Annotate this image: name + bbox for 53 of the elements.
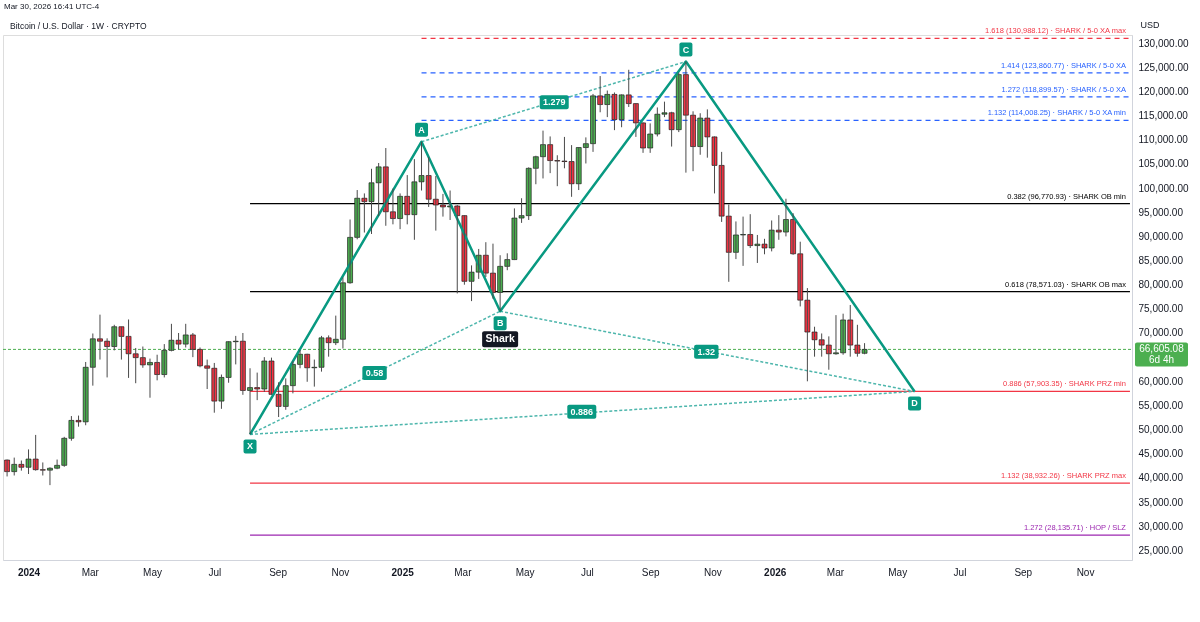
x-tick-label: Mar (81, 566, 100, 578)
y-tick-label: 90,000.00 (1138, 230, 1184, 242)
x-tick-label: Jul (208, 566, 222, 578)
y-tick-label: 25,000.00 (1138, 544, 1184, 556)
annotation: B (496, 318, 504, 329)
annotation: 1.32 (697, 346, 716, 357)
chart-title: Bitcoin / U.S. Dollar · 1W · CRYPTO (10, 21, 148, 31)
y-tick-label: 80,000.00 (1138, 279, 1184, 291)
y-tick-label: 125,000.00 (1138, 61, 1189, 73)
y-tick-label: 115,000.00 (1138, 110, 1189, 122)
annotation: A (418, 124, 426, 135)
x-tick-label: Sep (1014, 566, 1033, 578)
y-tick-label: 75,000.00 (1138, 303, 1184, 315)
x-tick-label: May (888, 566, 908, 578)
x-tick-label: Nov (704, 566, 722, 578)
x-tick-label: Nov (1076, 566, 1095, 578)
y-tick-label: 45,000.00 (1138, 448, 1184, 460)
annotation: X (247, 441, 254, 452)
y-tick-label: 55,000.00 (1138, 399, 1184, 411)
x-tick-label: Nov (331, 566, 350, 578)
x-tick-label: Jul (581, 566, 594, 578)
x-tick-label: May (515, 566, 535, 578)
annotation: 0.58 (365, 368, 384, 379)
y-tick-label: 105,000.00 (1138, 158, 1189, 170)
text: Mar 30, 2026 16:41 UTC-4 (4, 2, 100, 11)
y-tick-label: 30,000.00 (1138, 520, 1184, 532)
y-tick-label: 110,000.00 (1138, 134, 1189, 146)
annotation: C (682, 44, 690, 55)
y-tick-label: 130,000.00 (1138, 37, 1189, 49)
annotation: 0.886 (570, 406, 594, 417)
x-tick-label: Sep (641, 566, 661, 578)
x-tick-label: 2026 (764, 566, 787, 578)
y-tick-label: 100,000.00 (1138, 182, 1189, 194)
y-tick-label: 60,000.00 (1138, 375, 1184, 387)
y-axis-title: USD (1140, 19, 1160, 30)
x-tick-label: Jul (953, 566, 967, 578)
y-tick-label: 50,000.00 (1138, 424, 1184, 436)
y-tick-label: 85,000.00 (1138, 255, 1184, 267)
y-tick-label: 95,000.00 (1138, 206, 1184, 218)
y-tick-label: 40,000.00 (1138, 472, 1184, 484)
y-tick-label: 70,000.00 (1138, 327, 1184, 339)
x-tick-label: May (143, 566, 162, 578)
y-tick-label: 35,000.00 (1138, 496, 1184, 508)
y-tick-label: 120,000.00 (1138, 86, 1189, 98)
x-tick-label: 2025 (391, 566, 415, 578)
annotation: 1.279 (542, 97, 566, 108)
legend-label: Shark (485, 332, 515, 345)
ref-line-label: 66,605.08 6d 4h (1139, 343, 1185, 366)
x-tick-label: Sep (269, 566, 288, 578)
x-tick-label: 2024 (17, 566, 41, 578)
x-tick-label: Mar (454, 566, 473, 578)
x-tick-label: Mar (826, 566, 845, 578)
annotation: D (911, 398, 919, 409)
